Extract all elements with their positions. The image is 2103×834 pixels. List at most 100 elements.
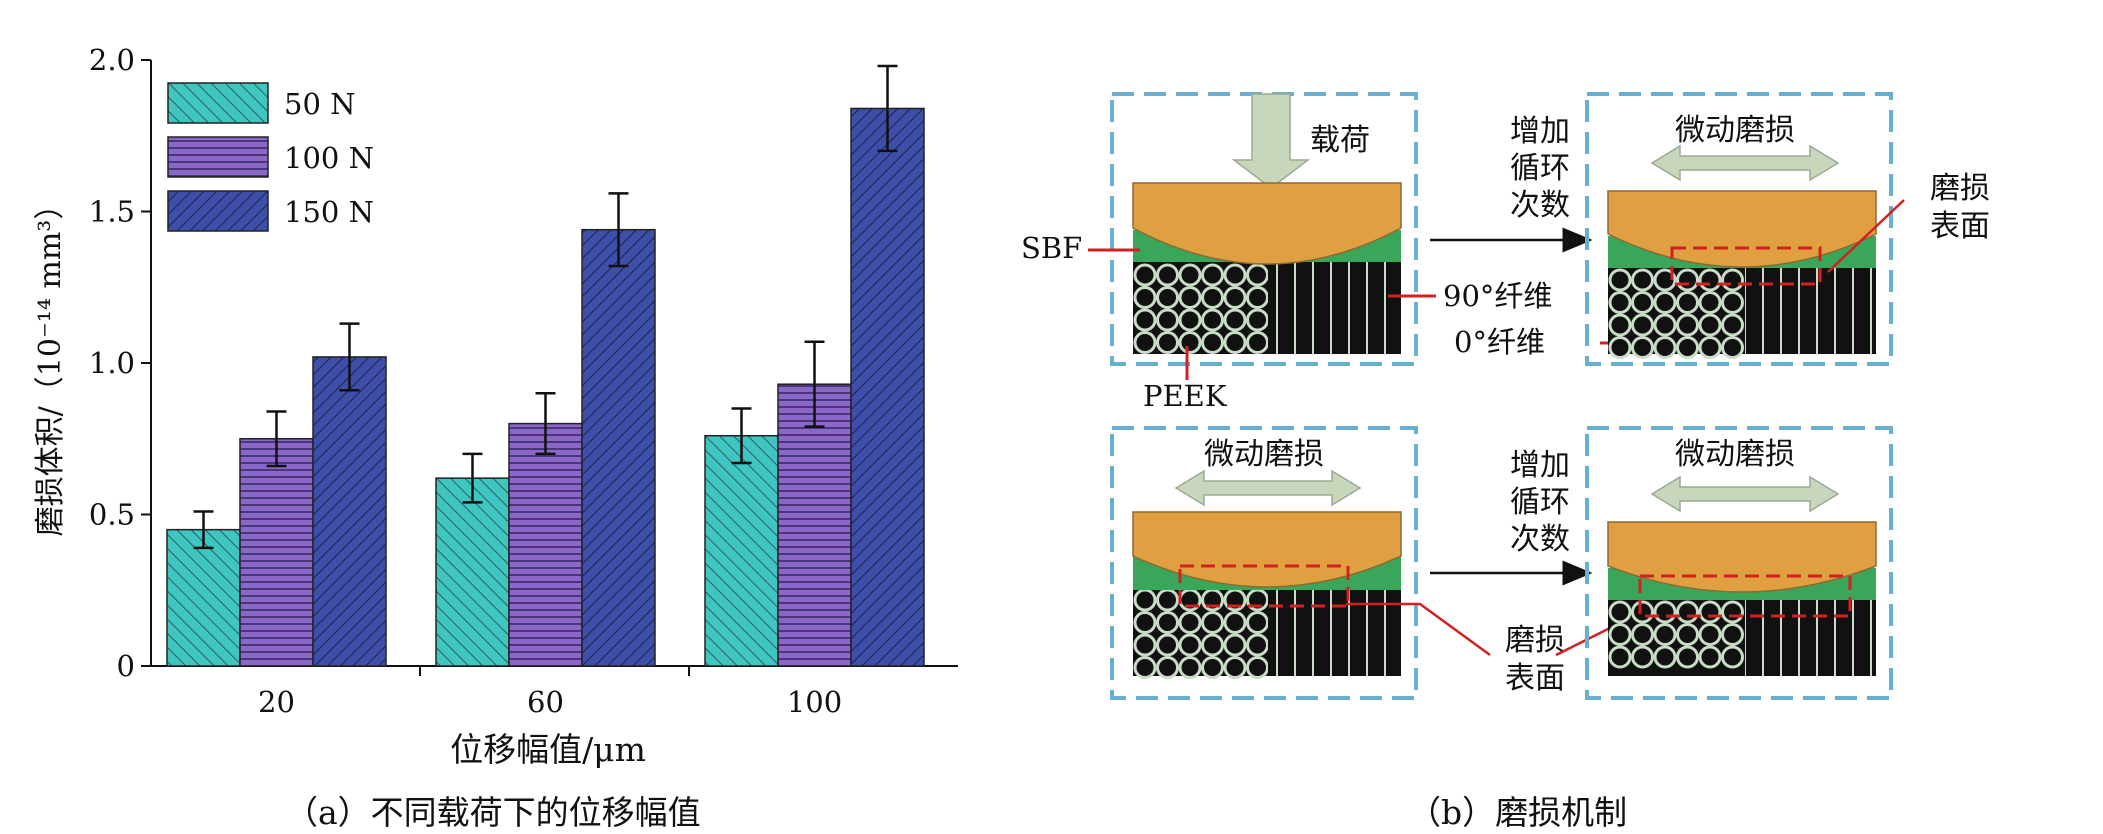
y-axis-label: 磨损体积/（10⁻¹⁴ mm³）: [33, 190, 68, 537]
fiber-0-cross-section: [1608, 600, 1632, 624]
y-tick-label: 2.0: [89, 43, 135, 77]
fiber-0-cross-section: [1608, 645, 1632, 669]
panel-wear-bottom-right: 微动磨损: [1585, 426, 1893, 700]
panel-initial-load: 载荷: [1110, 92, 1418, 366]
fiber-90-label: 90°纤维: [1443, 279, 1552, 313]
svg-text:次数: 次数: [1510, 188, 1570, 223]
fiber-0-cross-section: [1698, 600, 1722, 624]
fiber-0-cross-section: [1178, 286, 1202, 309]
legend-swatch: [167, 136, 269, 178]
fiber-0-cross-section: [1178, 331, 1202, 354]
fiber-0-cross-section: [1721, 645, 1744, 669]
fiber-0-cross-section: [1246, 656, 1269, 679]
svg-text:增加: 增加: [1510, 114, 1570, 149]
fiber-0-cross-section: [1721, 291, 1744, 314]
svg-text:磨损: 磨损: [1505, 623, 1565, 658]
fiber-0-cross-section: [1201, 263, 1224, 287]
fiber-0-cross-section: [1223, 308, 1247, 332]
fiber-0-cross-section: [1178, 611, 1202, 634]
bar-50n-20: [166, 528, 241, 667]
fiber-0-cross-section: [1653, 291, 1677, 314]
fiber-0-cross-section: [1156, 263, 1179, 287]
fiber-0-cross-section: [1201, 633, 1224, 657]
fiber-0-cross-section: [1676, 645, 1699, 669]
svg-text:微动磨损: 微动磨损: [1204, 437, 1324, 472]
fiber-0-cross-section: [1223, 633, 1247, 657]
fiber-0-cross-section: [1698, 623, 1722, 646]
fiber-0-circles: [1608, 600, 1744, 669]
fiber-0-cross-section: [1698, 313, 1722, 337]
fiber-0-cross-section: [1676, 291, 1699, 314]
bar-100n-100: [777, 383, 852, 667]
fiber-0-cross-section: [1156, 588, 1179, 612]
fiber-0-cross-section: [1246, 308, 1269, 332]
panel-fretting-top-right: 微动磨损: [1585, 92, 1893, 366]
fiber-0-cross-section: [1608, 313, 1632, 337]
fiber-0-cross-section: [1631, 623, 1654, 646]
fiber-0-cross-section: [1201, 656, 1224, 679]
caption-a: （a）不同载荷下的位移幅值: [285, 793, 701, 832]
svg-text:微动磨损: 微动磨损: [1675, 437, 1795, 472]
fiber-0-cross-section: [1201, 286, 1224, 309]
fiber-0-cross-section: [1676, 268, 1699, 292]
fiber-0-cross-section: [1133, 286, 1157, 309]
svg-text:微动磨损: 微动磨损: [1675, 113, 1795, 148]
fiber-0-cross-section: [1133, 588, 1157, 612]
fiber-0-cross-section: [1631, 291, 1654, 314]
fiber-0-cross-section: [1721, 336, 1744, 359]
fiber-0-cross-section: [1223, 656, 1247, 679]
fiber-0-cross-section: [1156, 308, 1179, 332]
svg-text:次数: 次数: [1510, 522, 1570, 557]
fiber-0-cross-section: [1653, 623, 1677, 646]
fiber-0-cross-section: [1246, 633, 1269, 657]
fiber-0-cross-section: [1653, 336, 1677, 359]
fiber-0-cross-section: [1631, 600, 1654, 624]
y-tick-label: 1.5: [89, 195, 135, 229]
fiber-0-cross-section: [1201, 331, 1224, 354]
svg-text:循环: 循环: [1510, 151, 1570, 186]
fiber-0-cross-section: [1133, 331, 1157, 354]
svg-text:增加: 增加: [1510, 448, 1570, 483]
fiber-0-cross-section: [1721, 313, 1744, 337]
load-arrow-icon: [1231, 93, 1311, 189]
fiber-0-cross-section: [1653, 268, 1677, 292]
fiber-0-cross-section: [1178, 656, 1202, 679]
legend: 50 N 100 N 150 N: [167, 82, 374, 232]
fiber-0-cross-section: [1653, 313, 1677, 337]
bars: [166, 107, 925, 667]
legend-swatch: [167, 82, 269, 124]
fiber-0-circles: [1133, 263, 1269, 354]
fiber-0-cross-section: [1133, 263, 1157, 287]
sbf-label: SBF: [1021, 231, 1082, 265]
fiber-0-cross-section: [1223, 263, 1247, 287]
fiber-0-cross-section: [1201, 611, 1224, 634]
fiber-0-cross-section: [1246, 331, 1269, 354]
fiber-0-circles: [1608, 268, 1744, 359]
fiber-0-cross-section: [1608, 623, 1632, 646]
fiber-0-cross-section: [1653, 645, 1677, 669]
fiber-0-cross-section: [1608, 336, 1632, 359]
y-tick-label: 0: [117, 649, 135, 683]
fiber-0-cross-section: [1676, 336, 1699, 359]
svg-text:表面: 表面: [1930, 209, 1990, 244]
fiber-0-cross-section: [1156, 286, 1179, 309]
y-ticks: 0 0.5 1.0 1.5 2.0: [89, 43, 151, 683]
legend-label: 150 N: [284, 195, 374, 229]
fiber-0-cross-section: [1608, 291, 1632, 314]
fiber-0-cross-section: [1676, 313, 1699, 337]
legend-label: 50 N: [284, 87, 356, 121]
bar-100n-60: [508, 422, 583, 667]
caption-b: （b）磨损机制: [1408, 793, 1628, 832]
fiber-0-cross-section: [1133, 633, 1157, 657]
fiber-0-cross-section: [1698, 268, 1722, 292]
fiber-0-cross-section: [1721, 600, 1744, 624]
load-label: 载荷: [1310, 123, 1370, 158]
fiber-0-label: 0°纤维: [1454, 325, 1545, 359]
x-tick-label: 100: [787, 685, 842, 719]
bar-50n-100: [704, 434, 779, 667]
svg-text:循环: 循环: [1510, 485, 1570, 520]
x-tick-label: 20: [258, 685, 295, 719]
fiber-0-cross-section: [1156, 611, 1179, 634]
fiber-0-cross-section: [1721, 268, 1744, 292]
